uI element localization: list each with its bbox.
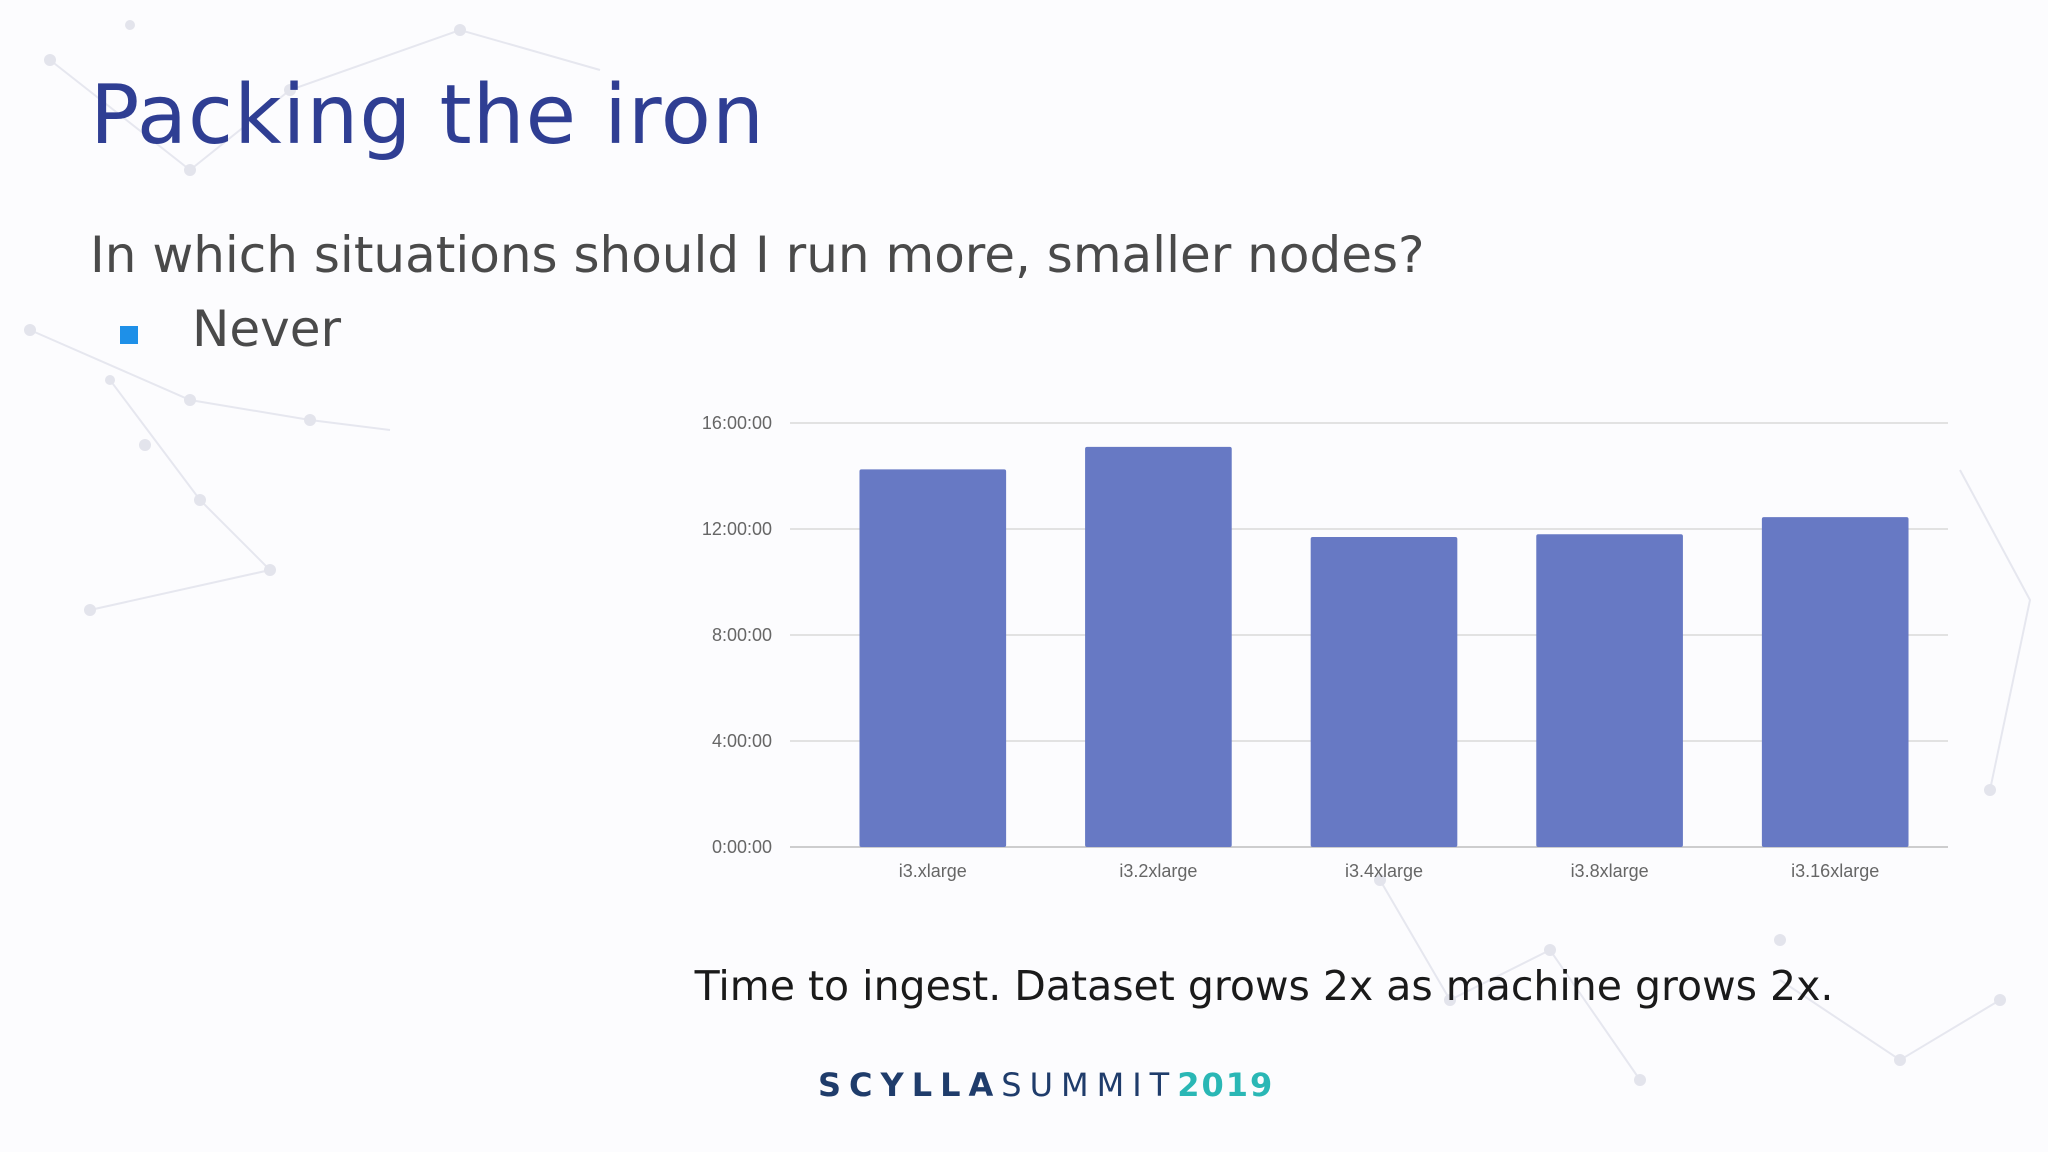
square-bullet-icon [120, 326, 138, 344]
bar [1085, 446, 1232, 847]
brand-logo-part-1: SCYLLA [818, 1066, 1002, 1104]
y-tick-label: 4:00:00 [712, 731, 772, 751]
bullet-text: Never [192, 300, 342, 358]
bar [859, 469, 1007, 847]
brand-logo-part-3: 2019 [1177, 1066, 1275, 1104]
slide-title: Packing the iron [90, 68, 765, 163]
x-tick-label: i3.4xlarge [1345, 861, 1423, 881]
y-tick-label: 0:00:00 [712, 837, 772, 857]
x-tick-label: i3.xlarge [899, 861, 967, 881]
brand-logo: SCYLLASUMMIT2019 [818, 1066, 1274, 1104]
chart-caption: Time to ingest. Dataset grows 2x as mach… [694, 962, 1834, 1010]
x-tick-label: i3.2xlarge [1119, 861, 1197, 881]
y-tick-label: 16:00:00 [702, 413, 772, 433]
brand-logo-part-2: SUMMIT [1001, 1066, 1178, 1104]
chart-canvas: 0:00:00 4:00:00 8:00:00 12:00:00 16:00:00 i3.… [702, 413, 1948, 881]
bar [1310, 536, 1458, 847]
bar-chart: 0:00:00 4:00:00 8:00:00 12:00:00 16:00:00 i3.… [690, 395, 1960, 905]
y-tick-label: 8:00:00 [712, 625, 772, 645]
y-tick-label: 12:00:00 [702, 519, 772, 539]
slide-question: In which situations should I run more, s… [90, 226, 1425, 284]
x-tick-label: i3.16xlarge [1791, 861, 1879, 881]
x-tick-label: i3.8xlarge [1571, 861, 1649, 881]
bar [1536, 534, 1683, 847]
bar [1761, 517, 1909, 847]
